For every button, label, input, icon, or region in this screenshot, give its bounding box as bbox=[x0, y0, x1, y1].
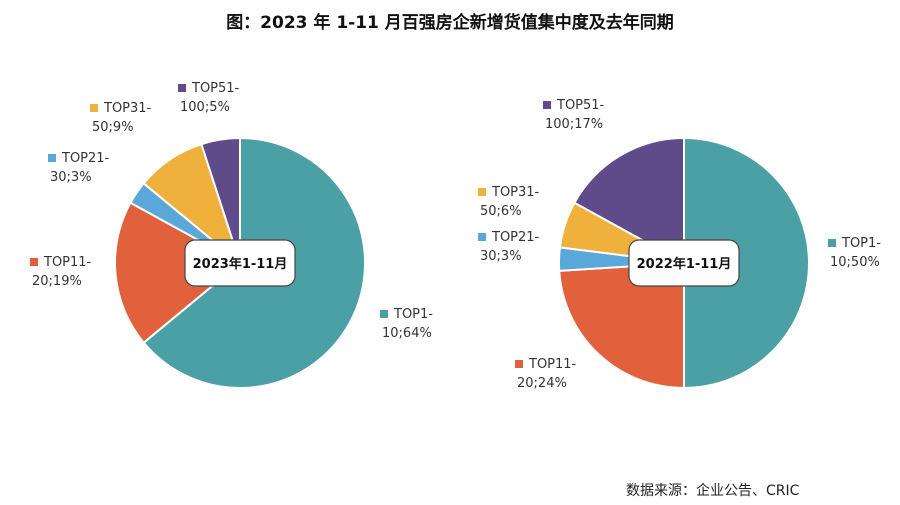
legend-swatch bbox=[380, 310, 388, 318]
slice-label-top51-100: TOP51-100;5% bbox=[178, 81, 240, 115]
slice-label-text: TOP1-10;64% bbox=[382, 307, 433, 341]
pie-slice-top1-10 bbox=[683, 136, 810, 390]
center-label-box bbox=[628, 239, 740, 287]
slice-label-top11-20: TOP11-20;19% bbox=[30, 255, 92, 289]
pie-slice-top11-20 bbox=[558, 261, 685, 390]
slice-label-top21-30: TOP21-30;3% bbox=[478, 230, 540, 264]
legend-swatch bbox=[543, 101, 551, 109]
pie-chart-2023: TOP1-10;64% TOP11-20;19% TOP21-30;3% TOP31-… bbox=[30, 81, 433, 389]
slice-label-text: TOP51-100;17% bbox=[545, 98, 605, 132]
slice-label-text: TOP31-50;6% bbox=[480, 185, 540, 219]
legend-swatch bbox=[48, 154, 56, 162]
slice-label-text: TOP21-30;3% bbox=[480, 230, 540, 264]
slice-label-text: TOP11-20;24% bbox=[517, 357, 577, 391]
slice-label-text: TOP11-20;19% bbox=[32, 255, 92, 289]
slice-label-top31-50: TOP31-50;9% bbox=[90, 101, 152, 135]
slice-label-top51-100: TOP51-100;17% bbox=[543, 98, 605, 132]
slice-label-text: TOP31-50;9% bbox=[92, 101, 152, 135]
legend-swatch bbox=[478, 233, 486, 241]
slice-label-top21-30: TOP21-30;3% bbox=[48, 151, 110, 185]
legend-swatch bbox=[478, 188, 486, 196]
center-label: 2023年1-11月 bbox=[193, 256, 288, 272]
slice-label-top31-50: TOP31-50;6% bbox=[478, 185, 540, 219]
legend-swatch bbox=[828, 239, 836, 247]
pie-slice-top51-100 bbox=[573, 136, 685, 265]
source-note: 数据来源：企业公告、CRIC bbox=[626, 483, 800, 499]
center-label-box bbox=[184, 239, 296, 287]
legend-swatch bbox=[30, 258, 38, 266]
legend-swatch bbox=[515, 360, 523, 368]
slice-label-top1-10: TOP1-10;50% bbox=[828, 236, 881, 270]
slice-label-top1-10: TOP1-10;64% bbox=[380, 307, 433, 341]
slice-label-text: TOP1-10;50% bbox=[830, 236, 881, 270]
center-label: 2022年1-11月 bbox=[637, 256, 732, 272]
chart-title: 图：2023 年 1-11 月百强房企新增货值集中度及去年同期 bbox=[226, 13, 674, 33]
legend-swatch bbox=[178, 84, 186, 92]
slice-label-text: TOP21-30;3% bbox=[50, 151, 110, 185]
pie-slice-top51-100 bbox=[200, 136, 241, 264]
legend-swatch bbox=[90, 104, 98, 112]
slice-label-top11-20: TOP11-20;24% bbox=[515, 357, 577, 391]
pie-chart-2022: TOP1-10;50% TOP11-20;24% TOP21-30;3% TOP31-… bbox=[478, 98, 881, 391]
pie-slice-top11-20 bbox=[114, 201, 242, 345]
slice-label-text: TOP51-100;5% bbox=[180, 81, 240, 115]
